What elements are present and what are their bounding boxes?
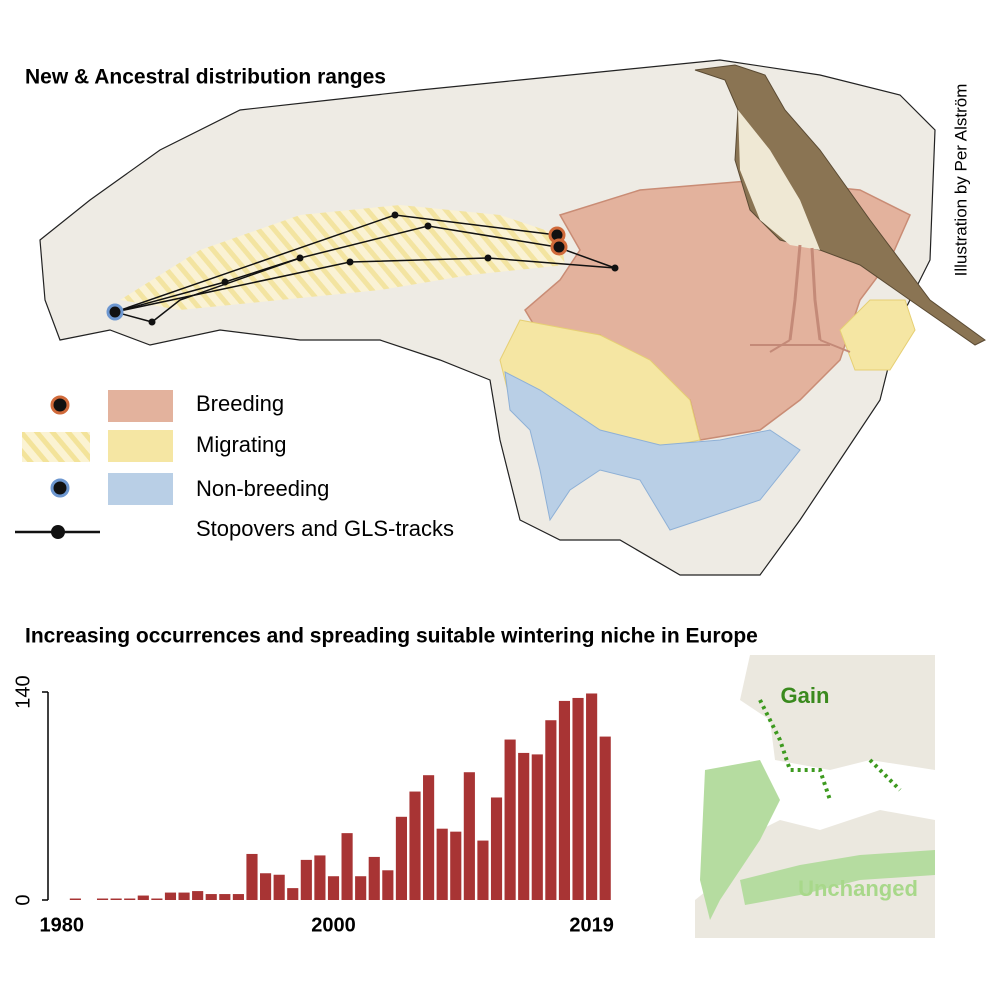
bar xyxy=(586,693,598,900)
bar xyxy=(504,739,516,900)
map-label: Unchanged xyxy=(798,876,918,901)
x-tick-label: 2019 xyxy=(569,914,614,936)
x-tick-label: 1980 xyxy=(40,914,85,936)
legend-label: Stopovers and GLS-tracks xyxy=(196,516,454,541)
bar xyxy=(219,894,231,900)
bar xyxy=(205,894,217,900)
legend-symbol xyxy=(50,478,70,498)
bar xyxy=(287,888,299,900)
illustration-credit: Illustration by Per Alström xyxy=(951,84,970,277)
bar xyxy=(192,891,204,900)
bar xyxy=(450,831,462,900)
legend-swatch xyxy=(22,432,90,462)
legend-label: Breeding xyxy=(196,391,284,416)
bar xyxy=(260,873,272,900)
map-label: Gain xyxy=(781,683,830,708)
bar xyxy=(355,876,367,900)
bar xyxy=(341,833,353,900)
bar xyxy=(368,856,380,900)
bar xyxy=(463,772,475,900)
bar xyxy=(531,754,543,900)
bar xyxy=(558,700,571,900)
bar xyxy=(246,853,258,900)
bar xyxy=(599,736,611,900)
legend-swatch xyxy=(108,390,173,422)
bar xyxy=(178,892,190,900)
bar xyxy=(545,720,557,900)
bar xyxy=(409,791,421,900)
bar xyxy=(490,797,503,900)
bar-chart: 0 140 1980 2000 2019 xyxy=(12,675,614,936)
legend-label: Migrating xyxy=(196,432,286,457)
bar xyxy=(395,816,407,900)
bar xyxy=(382,870,394,900)
legend-swatch xyxy=(108,473,173,505)
y-tick-label: 140 xyxy=(12,675,34,708)
bar xyxy=(164,892,177,900)
bar xyxy=(273,874,285,900)
bar xyxy=(518,752,530,900)
bar xyxy=(423,775,435,900)
bird-illustration xyxy=(694,64,986,353)
bar xyxy=(124,898,136,900)
niche-map xyxy=(695,655,935,938)
bar xyxy=(436,828,448,900)
map-title: New & Ancestral distribution ranges xyxy=(25,66,386,89)
bar xyxy=(151,898,163,900)
bar xyxy=(314,855,326,900)
bar xyxy=(96,898,109,900)
legend-swatch xyxy=(108,430,173,462)
legend-symbol xyxy=(50,395,70,415)
y-tick-label: 0 xyxy=(12,894,34,905)
bar xyxy=(232,894,244,900)
bar xyxy=(137,895,149,900)
chart-title: Increasing occurrences and spreading sui… xyxy=(25,625,758,648)
x-tick-label: 2000 xyxy=(311,914,356,936)
bar xyxy=(477,840,489,900)
bar xyxy=(327,876,340,900)
bar xyxy=(572,697,584,900)
legend-label: Non-breeding xyxy=(196,476,329,501)
legend-symbol xyxy=(51,525,65,539)
bar xyxy=(300,859,312,900)
distribution-map xyxy=(39,59,986,576)
bar xyxy=(110,898,122,900)
bar xyxy=(69,898,81,900)
